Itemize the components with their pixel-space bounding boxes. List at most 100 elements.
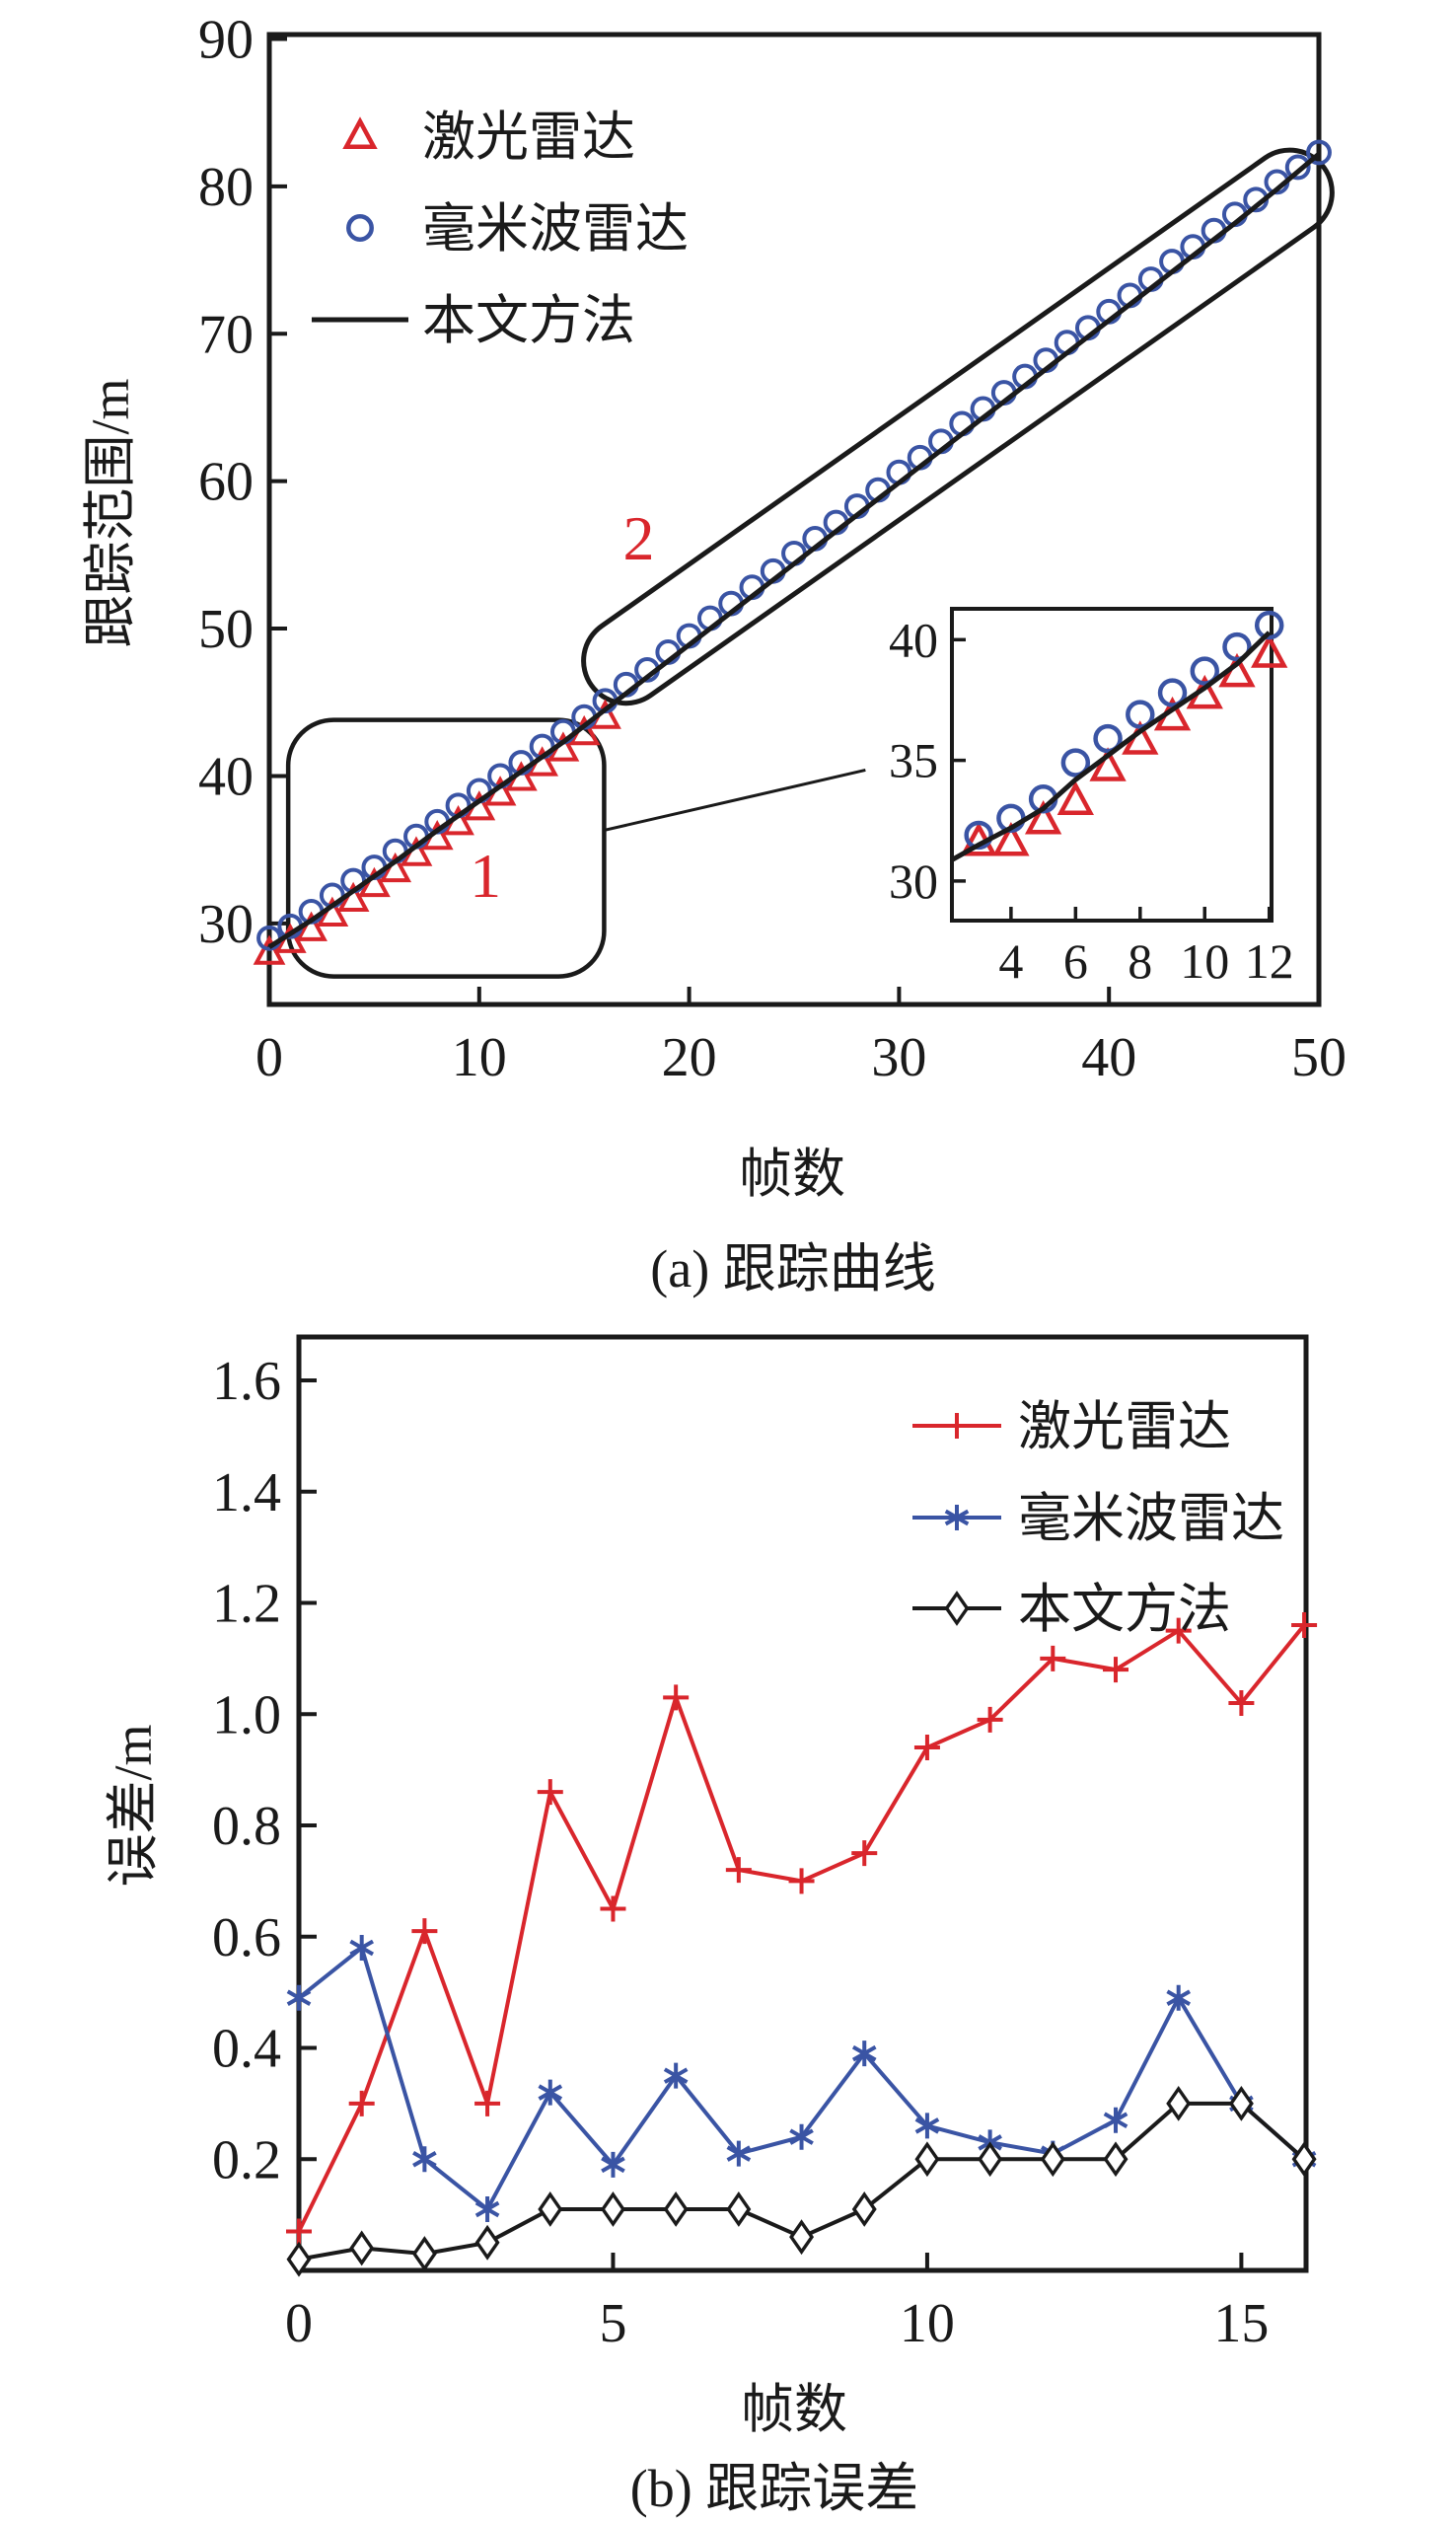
data-line — [297, 1944, 1306, 2213]
x-tick-label: 8 — [1128, 933, 1152, 989]
y-tick-label: 0.4 — [212, 2019, 281, 2080]
plus-marker — [474, 2090, 501, 2116]
diamond-marker — [600, 2191, 625, 2227]
circle-marker — [1093, 723, 1123, 754]
diamond-marker — [349, 2230, 375, 2266]
plus-marker — [1040, 1645, 1066, 1671]
diamond-marker — [474, 2224, 500, 2261]
triangle-marker — [1056, 780, 1095, 815]
chart-b-caption: (b) 跟踪误差 — [629, 2459, 919, 2518]
plus-marker — [913, 1735, 940, 1761]
asterisk-marker — [851, 2041, 877, 2067]
x-tick-label: 50 — [1291, 1027, 1347, 1088]
y-tick-label: 0.8 — [212, 1796, 281, 1857]
asterisk-marker — [726, 2140, 752, 2167]
diamond-marker — [789, 2219, 815, 2256]
circle-marker — [1060, 748, 1091, 778]
x-tick-label: 10 — [452, 1027, 507, 1088]
y-tick-label: 0.2 — [212, 2129, 281, 2190]
plus-marker — [977, 1706, 1003, 1733]
diamond-marker — [944, 1591, 970, 1626]
y-tick-label: 35 — [889, 733, 938, 788]
circle-marker — [1254, 610, 1284, 640]
x-tick-label: 4 — [998, 933, 1023, 989]
circle-marker — [1190, 656, 1219, 686]
plus-marker — [537, 1779, 563, 1806]
circle-marker — [1222, 631, 1252, 662]
asterisk-marker — [412, 2146, 437, 2173]
plus-marker — [600, 1895, 626, 1922]
triangle-marker — [342, 116, 378, 150]
plus-marker — [411, 1918, 438, 1945]
x-tick-label: 12 — [1245, 933, 1294, 989]
inset-chart: 4 6 8 10 12 30 35 40 — [889, 605, 1294, 989]
asterisk-marker — [914, 2113, 940, 2139]
chart-a-caption: (a) 跟踪曲线 — [650, 1239, 936, 1299]
plus-marker — [663, 1684, 690, 1711]
asterisk-marker — [1166, 1984, 1192, 2011]
x-tick-label: 0 — [285, 2293, 313, 2354]
y-tick-label: 1.6 — [212, 1351, 281, 1412]
legend-label: 激光雷达 — [1018, 1397, 1231, 1456]
asterisk-marker — [474, 2195, 500, 2222]
plot-box — [296, 1334, 1309, 2273]
triangle-marker — [1089, 747, 1127, 781]
data-line — [267, 152, 1321, 949]
annotation-label-2: 2 — [623, 503, 655, 573]
asterisk-marker — [663, 2062, 689, 2089]
plus-marker — [1291, 1612, 1318, 1639]
chart-b: 0 5 10 15 0.2 0.4 0.6 0.8 1.0 1.2 1.4 1.6 激光雷达毫米波雷达本… — [212, 1334, 1318, 2354]
asterisk-marker — [789, 2123, 814, 2150]
diamond-marker — [286, 2241, 312, 2277]
asterisk-marker — [538, 2079, 563, 2106]
series-diamond — [286, 2085, 1317, 2277]
plot-box — [266, 32, 1322, 1007]
legend-label: 毫米波雷达 — [422, 199, 689, 259]
circle-marker — [1306, 139, 1332, 166]
asterisk-marker — [1103, 2107, 1128, 2133]
circle-marker — [1284, 154, 1311, 181]
circle-marker — [346, 214, 374, 242]
y-tick-label: 60 — [198, 452, 254, 513]
chart-b-x-axis-label: 帧数 — [741, 2380, 847, 2439]
y-tick-label: 0.6 — [212, 1907, 281, 1968]
inset-background — [948, 605, 1275, 925]
triangle-marker — [1251, 633, 1288, 668]
legend-label: 本文方法 — [1018, 1580, 1231, 1639]
data-line — [951, 631, 1272, 862]
y-tick-label: 30 — [889, 853, 938, 909]
asterisk-marker — [286, 1984, 312, 2011]
circle-marker — [1157, 678, 1188, 707]
plus-marker — [1103, 1657, 1129, 1683]
series-plus — [286, 1612, 1318, 2245]
diamond-marker — [538, 2191, 563, 2227]
y-tick-label: 50 — [198, 599, 254, 660]
circle-marker — [1126, 700, 1155, 729]
plus-marker — [1228, 1689, 1255, 1716]
x-tick-label: 15 — [1213, 2293, 1269, 2354]
legend-label: 毫米波雷达 — [1018, 1489, 1284, 1548]
x-tick-label: 10 — [900, 2293, 955, 2354]
legend-label: 激光雷达 — [422, 108, 635, 167]
asterisk-marker — [601, 2151, 625, 2178]
annotation-ellipse-2 — [581, 147, 1335, 706]
x-tick-label: 5 — [599, 2293, 626, 2354]
diamond-marker — [1103, 2141, 1128, 2178]
annotation-label-1: 1 — [470, 841, 501, 911]
series-circle — [964, 610, 1284, 851]
plus-marker — [1165, 1617, 1192, 1644]
y-tick-label: 1.4 — [212, 1462, 281, 1523]
y-tick-label: 1.0 — [212, 1684, 281, 1745]
x-tick-label: 10 — [1180, 933, 1229, 989]
x-tick-label: 30 — [871, 1027, 926, 1088]
diamond-marker — [663, 2191, 689, 2227]
y-tick-label: 90 — [198, 10, 254, 71]
triangle-marker — [992, 822, 1030, 856]
series-line — [267, 152, 1321, 949]
series-line — [951, 631, 1272, 862]
asterisk-marker — [944, 1505, 970, 1530]
diamond-marker — [411, 2236, 437, 2272]
